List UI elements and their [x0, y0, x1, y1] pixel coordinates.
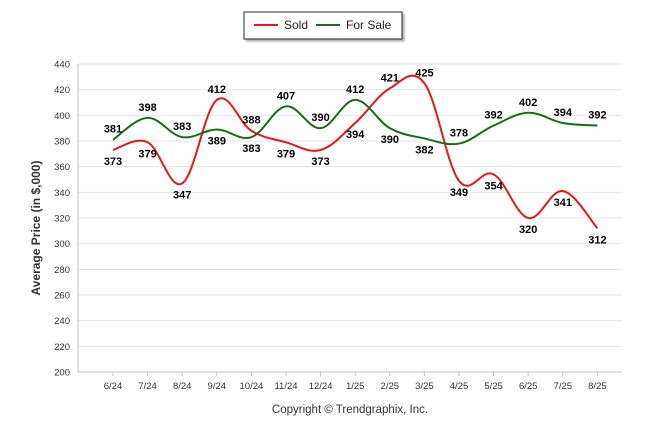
y-tick-label: 380	[54, 137, 70, 148]
x-tick-label: 12/24	[309, 381, 333, 392]
data-label-for-sale: 394	[554, 107, 573, 119]
y-tick-label: 240	[54, 316, 70, 327]
data-label-sold: 394	[346, 129, 365, 141]
y-tick-label: 220	[54, 342, 70, 353]
x-tick-label: 8/25	[588, 381, 607, 392]
data-label-for-sale: 382	[415, 144, 433, 156]
data-label-for-sale: 407	[277, 90, 295, 102]
y-tick-label: 340	[54, 188, 70, 199]
data-label-sold: 373	[104, 156, 122, 168]
x-tick-label: 4/25	[450, 381, 469, 392]
data-labels: 373 381 379 398 347 383 412 389 388 383 379 407 373 3…	[104, 67, 607, 246]
data-label-sold: 421	[381, 72, 399, 84]
x-tick-label: 5/25	[484, 381, 503, 392]
y-tick-label: 280	[54, 265, 70, 276]
grid-lines	[78, 63, 622, 373]
y-axis-label: Average Price (in $,000)	[29, 161, 43, 296]
x-tick-label: 6/24	[104, 381, 123, 392]
data-label-for-sale: 390	[311, 112, 329, 124]
copyright-footer: Copyright © Trendgraphix, Inc.	[272, 404, 428, 416]
x-tick-label: 10/24	[240, 381, 264, 392]
data-label-sold: 412	[208, 84, 226, 96]
data-label-for-sale: 389	[208, 135, 226, 147]
data-label-for-sale: 392	[588, 110, 606, 122]
data-label-for-sale: 392	[484, 110, 502, 122]
data-label-sold: 373	[311, 156, 329, 168]
series-lines	[112, 74, 599, 229]
y-tick-label: 440	[54, 60, 70, 71]
y-tick-label: 420	[54, 85, 70, 96]
data-label-for-sale: 381	[104, 124, 122, 136]
legend-label-for-sale: For Sale	[346, 18, 392, 32]
x-axis: 6/24 7/24 8/24 9/24 10/24 11/24 12/24 1/25 2/25 3…	[78, 371, 622, 392]
data-label-for-sale: 402	[519, 97, 537, 109]
y-tick-label: 360	[54, 162, 70, 173]
data-label-sold: 320	[519, 224, 537, 236]
data-label-for-sale: 383	[242, 143, 260, 155]
x-tick-label: 8/24	[173, 381, 192, 392]
legend-label-sold: Sold	[284, 18, 308, 32]
data-label-sold: 349	[450, 187, 468, 199]
data-label-sold: 379	[138, 148, 156, 160]
y-tick-label: 400	[54, 111, 70, 122]
y-tick-label: 320	[54, 214, 70, 225]
x-tick-label: 2/25	[381, 381, 400, 392]
data-label-sold: 347	[173, 189, 191, 201]
data-label-for-sale: 383	[173, 121, 191, 133]
x-tick-label: 6/25	[519, 381, 538, 392]
data-label-sold: 312	[588, 234, 606, 246]
series-line-for-sale	[112, 98, 598, 146]
data-label-sold: 388	[242, 115, 260, 127]
data-label-for-sale: 412	[346, 84, 364, 96]
x-tick-label: 11/24	[274, 381, 297, 392]
data-label-sold: 379	[277, 148, 295, 160]
data-label-for-sale: 398	[138, 102, 156, 114]
data-label-for-sale: 378	[450, 128, 468, 140]
chart-legend: Sold For Sale	[243, 11, 403, 40]
data-label-sold: 341	[554, 197, 572, 209]
data-label-for-sale: 390	[381, 134, 399, 146]
y-tick-label: 200	[54, 368, 70, 379]
y-axis: 200 220 240 260 280 300 320 340 360 380 400 420 440	[54, 60, 79, 379]
x-tick-label: 3/25	[415, 381, 434, 392]
data-label-sold: 354	[484, 180, 503, 192]
x-tick-label: 1/25	[346, 381, 365, 392]
x-tick-label: 7/25	[554, 381, 573, 392]
data-label-sold: 425	[415, 67, 433, 79]
y-tick-label: 260	[54, 291, 70, 302]
x-tick-label: 7/24	[138, 381, 157, 392]
x-tick-label: 9/24	[208, 381, 227, 392]
y-tick-label: 300	[54, 239, 70, 250]
series-line-sold	[112, 74, 599, 229]
